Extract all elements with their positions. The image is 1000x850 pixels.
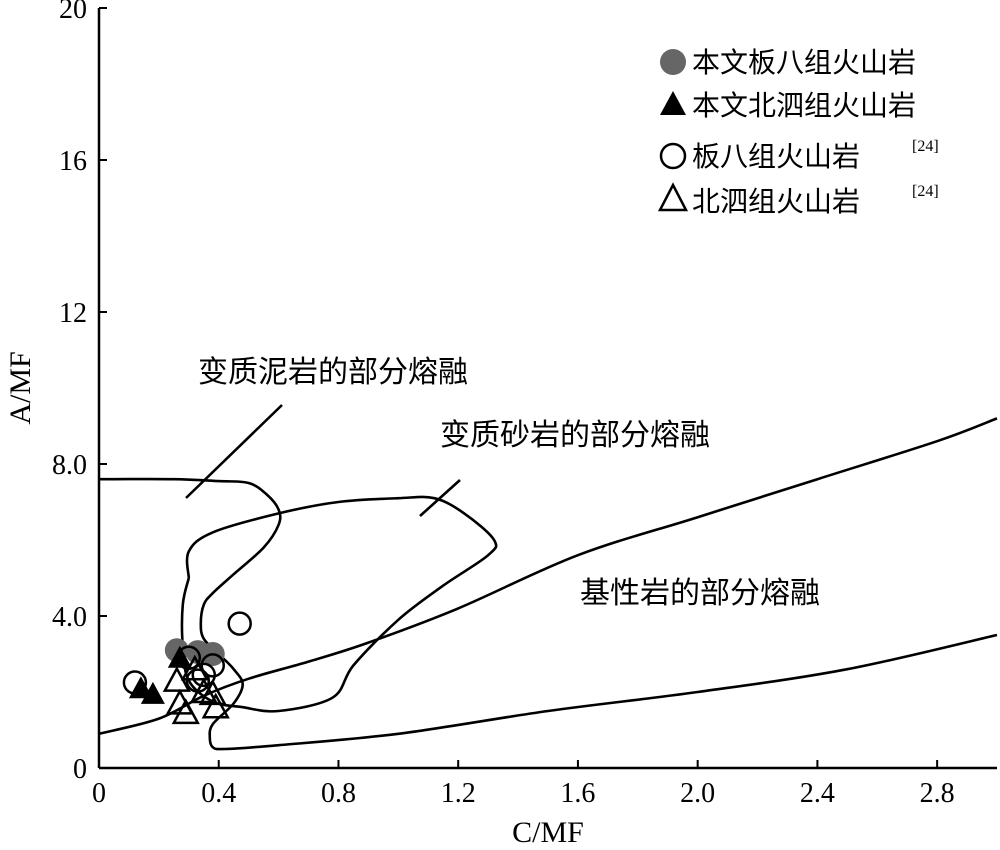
pointer-line-pelite bbox=[185, 404, 283, 499]
legend: 本文板八组火山岩 本文北泗组火山岩 板八组火山岩 [24] 北泗组火山岩 [24… bbox=[657, 46, 939, 218]
pointer-lines bbox=[185, 404, 461, 517]
pointer-line-greywacke bbox=[419, 479, 461, 517]
data-point-filled-triangle bbox=[167, 645, 192, 668]
data-point-filled-triangle bbox=[140, 681, 165, 704]
y-tick-label: 4.0 bbox=[52, 602, 87, 633]
axes: 0 0.4 0.8 1.2 1.6 2.0 2.4 2.8 0 4.0 8.0 12 16 20 bbox=[52, 0, 997, 809]
data-point-open-triangle bbox=[201, 692, 230, 719]
data-point-open-triangle bbox=[171, 698, 200, 725]
data-point-open-circle bbox=[227, 611, 252, 636]
y-axis-title: A/MF bbox=[4, 351, 37, 424]
y-tick-label: 12 bbox=[59, 298, 87, 329]
x-tick-label: 2.0 bbox=[680, 778, 715, 809]
y-tick-label: 20 bbox=[59, 0, 87, 25]
data-point-open-triangle bbox=[189, 677, 218, 704]
region-label-basalt: 基性岩的部分熔融 bbox=[580, 576, 820, 611]
data-point-open-triangle bbox=[198, 679, 227, 706]
field-boundary-1 bbox=[180, 495, 498, 713]
region-label-pelite: 变质泥岩的部分熔融 bbox=[198, 355, 468, 390]
legend-ref-2: [24] bbox=[912, 138, 939, 155]
data-point-open-circle bbox=[122, 670, 148, 695]
x-tick-label: 0.4 bbox=[201, 778, 236, 809]
data-point-open-circle bbox=[191, 662, 217, 688]
field-boundary-0 bbox=[98, 477, 998, 751]
data-point-open-circle bbox=[200, 653, 225, 678]
legend-item-1: 本文北泗组火山岩 bbox=[660, 89, 916, 122]
y-tick-label: 8.0 bbox=[52, 450, 87, 481]
x-tick-label: 0.8 bbox=[321, 778, 356, 809]
legend-label-1: 本文北泗组火山岩 bbox=[692, 89, 916, 122]
x-tick-label: 0 bbox=[92, 778, 106, 809]
legend-marker-open-triangle bbox=[657, 182, 689, 212]
legend-label-0: 本文板八组火山岩 bbox=[692, 46, 916, 79]
legend-item-0: 本文板八组火山岩 bbox=[660, 46, 916, 79]
legend-marker-open-circle bbox=[659, 142, 687, 170]
legend-label-3: 北泗组火山岩 bbox=[692, 185, 860, 218]
x-tick-label: 1.6 bbox=[560, 778, 595, 809]
legend-item-3: 北泗组火山岩 [24] bbox=[657, 182, 939, 218]
legend-marker-filled-triangle bbox=[660, 91, 686, 115]
legend-marker-filled-circle bbox=[660, 49, 686, 75]
y-tick-label: 16 bbox=[59, 146, 87, 177]
legend-item-2: 板八组火山岩 [24] bbox=[659, 138, 939, 173]
legend-ref-3: [24] bbox=[912, 183, 939, 200]
x-axis-title: C/MF bbox=[512, 816, 584, 849]
data-points bbox=[122, 611, 252, 725]
data-point-open-triangle bbox=[180, 654, 209, 681]
x-tick-label: 2.8 bbox=[920, 778, 955, 809]
x-tick-label: 2.4 bbox=[800, 778, 835, 809]
field-boundaries bbox=[98, 417, 998, 751]
y-tick-label: 0 bbox=[73, 754, 87, 785]
region-label-greywacke: 变质砂岩的部分熔融 bbox=[440, 418, 710, 453]
field-boundary-2 bbox=[98, 417, 998, 736]
x-tick-label: 1.2 bbox=[441, 778, 476, 809]
legend-label-2: 板八组火山岩 bbox=[692, 140, 860, 173]
